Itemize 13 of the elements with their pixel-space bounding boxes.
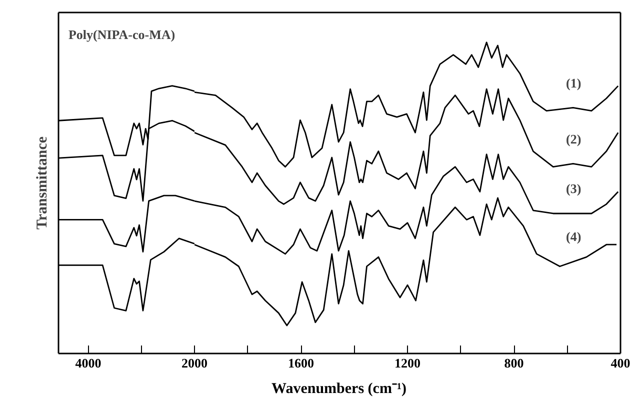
chart-title: Poly(NIPA-co-MA) — [68, 27, 176, 42]
x-tick-label: 400 — [610, 356, 630, 370]
series-label: (3) — [566, 181, 582, 196]
series-label: (2) — [566, 131, 582, 146]
y-axis-title: Transmittance — [34, 136, 50, 230]
x-tick-label: 800 — [504, 356, 524, 370]
x-tick-label: 1600 — [288, 356, 314, 370]
x-tick-label: 4000 — [75, 356, 102, 370]
x-axis-title: Wavenumbers (cm⁻¹) — [272, 380, 406, 399]
series-label: (4) — [566, 229, 582, 244]
series-label: (1) — [566, 75, 582, 90]
x-tick-label: 2000 — [182, 356, 208, 370]
x-tick-label: 1200 — [394, 356, 420, 370]
